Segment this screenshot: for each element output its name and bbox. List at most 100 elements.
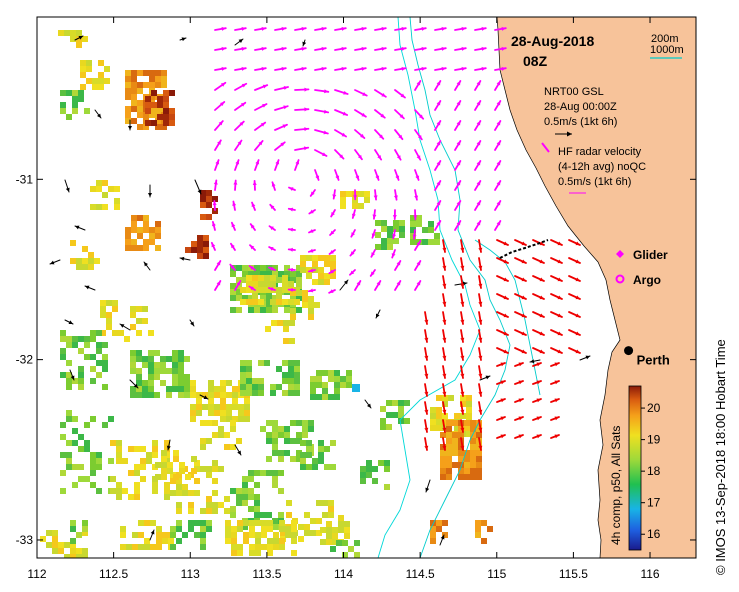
sst-cell: [278, 277, 284, 283]
sst-cell: [200, 420, 206, 426]
sst-cell: [360, 472, 366, 478]
drift-vector: [179, 256, 191, 261]
sst-cell: [131, 118, 137, 124]
hf-vector: [254, 66, 267, 71]
contour-1000m: [377, 17, 481, 558]
sst-cell: [440, 474, 446, 480]
scale-1000m-label: 1000m: [650, 44, 684, 56]
hf-vector: [394, 260, 402, 271]
sst-cell: [466, 401, 472, 407]
sst-cell: [200, 196, 206, 202]
sst-cell: [282, 390, 288, 396]
sst-cell: [446, 432, 452, 438]
nrt-vector: [550, 347, 563, 354]
sst-cell: [470, 438, 476, 444]
hf-vector: [494, 180, 502, 191]
nrt-vector: [496, 239, 509, 246]
sst-cell: [310, 518, 316, 524]
sst-cell: [202, 404, 208, 410]
sst-cell: [252, 293, 258, 299]
sst-cell: [334, 394, 340, 400]
sst-cell: [446, 438, 452, 444]
hf-vector: [314, 149, 328, 157]
hf-vector: [494, 160, 502, 171]
sst-cell: [296, 456, 302, 462]
sst-cell: [178, 356, 184, 362]
hf-vector: [268, 225, 276, 231]
sst-cell: [375, 244, 381, 250]
sst-cell: [330, 440, 336, 446]
sst-cell: [131, 245, 137, 251]
sst-cell: [66, 440, 72, 446]
sst-cell: [164, 482, 170, 488]
sst-cell: [206, 508, 212, 514]
sst-cell: [84, 342, 90, 348]
sst-cell: [212, 490, 218, 496]
hf-vector: [414, 109, 425, 120]
sst-cell: [160, 356, 166, 362]
sst-cell: [178, 380, 184, 386]
sst-cell: [194, 490, 200, 496]
sst-cell: [466, 431, 472, 437]
sst-cell: [70, 548, 76, 554]
nrt-vector: [460, 419, 465, 433]
sst-cell: [416, 215, 422, 221]
sst-cell: [270, 281, 276, 287]
sst-cell: [318, 458, 324, 464]
sst-cell: [220, 398, 226, 404]
hf-vector: [314, 129, 329, 135]
sst-cell: [102, 360, 108, 366]
sst-cell: [296, 265, 302, 271]
sst-cell: [236, 283, 242, 289]
sst-cell: [340, 203, 346, 209]
nrt-vector: [550, 257, 563, 264]
sst-cell: [285, 526, 291, 532]
sst-cell: [161, 462, 167, 468]
sst-cell: [84, 354, 90, 360]
sst-cell: [66, 464, 72, 470]
hf-vector: [248, 285, 256, 291]
drift-vector: [166, 439, 171, 451]
nrt-vector: [532, 329, 545, 336]
sst-cell: [96, 458, 102, 464]
nrt-vector: [550, 380, 560, 385]
sst-cell: [206, 502, 212, 508]
sst-cell: [145, 108, 151, 114]
sst-cell: [240, 384, 246, 390]
sst-cell: [230, 488, 236, 494]
sst-cell: [328, 500, 334, 506]
sst-cell: [206, 526, 212, 532]
sst-cell: [290, 271, 296, 277]
sst-cell: [294, 390, 300, 396]
sst-cell: [188, 526, 194, 532]
sst-cell: [428, 239, 434, 245]
x-tick-label-7: 115.5: [559, 567, 588, 581]
sst-cell: [154, 368, 160, 374]
hf-vector: [211, 221, 216, 231]
sst-cell: [156, 532, 162, 538]
nrt-vector: [550, 398, 560, 403]
sst-cell: [72, 464, 78, 470]
hf-vector: [269, 203, 276, 211]
sst-cell: [304, 512, 310, 518]
hf-vector: [434, 66, 447, 71]
sst-cell: [300, 255, 306, 261]
sst-cell: [106, 312, 112, 318]
sst-cell: [272, 295, 278, 301]
sst-cell: [60, 470, 66, 476]
sst-cell: [322, 512, 328, 518]
sst-cell: [72, 90, 78, 96]
sst-cell: [106, 324, 112, 330]
sst-cell: [108, 416, 114, 422]
sst-cell: [320, 527, 326, 533]
hf-vector: [334, 89, 349, 95]
sst-cell: [384, 466, 390, 472]
sst-cell: [166, 386, 172, 392]
hf-vector: [233, 179, 238, 191]
sst-cell: [137, 82, 143, 88]
drift-vector: [439, 534, 445, 546]
drift-vector: [339, 279, 349, 291]
sst-cell: [290, 420, 296, 426]
nrt-vector: [496, 380, 506, 385]
hf-vector: [254, 103, 268, 111]
